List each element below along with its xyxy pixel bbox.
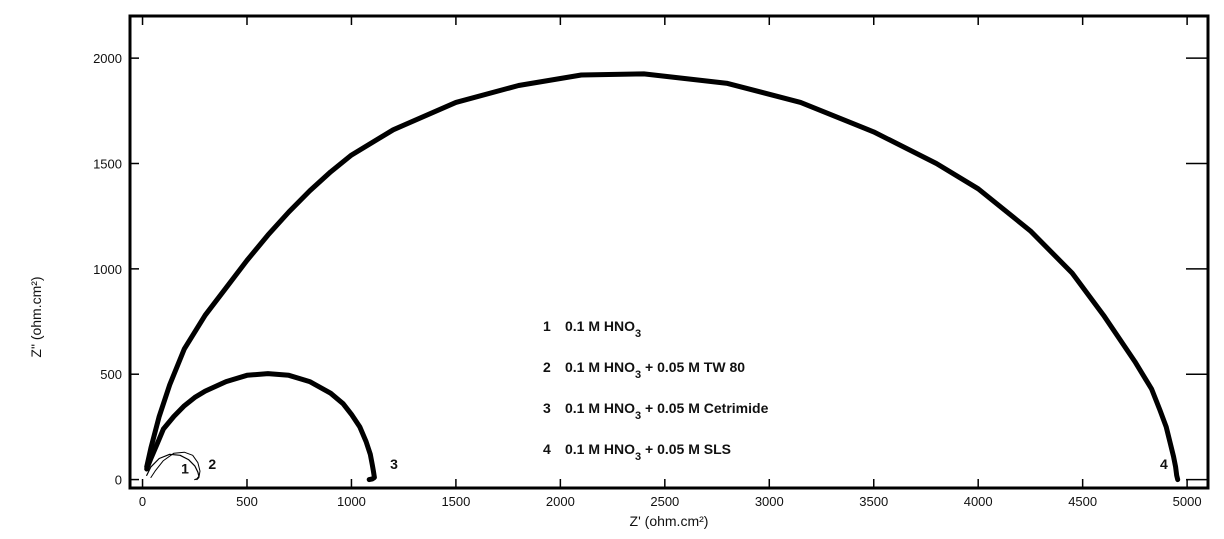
y-tick-label: 500 xyxy=(100,367,122,382)
x-tick-label: 1500 xyxy=(441,494,470,509)
x-tick-label: 4000 xyxy=(964,494,993,509)
x-tick-label: 1000 xyxy=(337,494,366,509)
x-tick-label: 5000 xyxy=(1173,494,1202,509)
legend-entry: 0.1 M HNO3 + 0.05 M SLS xyxy=(565,441,731,463)
series-line-2 xyxy=(150,451,201,481)
y-tick-label: 1000 xyxy=(93,262,122,277)
curve-label: 2 xyxy=(208,456,216,472)
y-tick-label: 0 xyxy=(115,473,122,488)
legend-entry: 0.1 M HNO3 + 0.05 M TW 80 xyxy=(565,359,745,381)
legend-id: 3 xyxy=(543,400,551,416)
y-tick-label: 1500 xyxy=(93,157,122,172)
x-tick-label: 3000 xyxy=(755,494,784,509)
x-tick-label: 2500 xyxy=(650,494,679,509)
x-axis-title: Z' (ohm.cm²) xyxy=(630,513,709,529)
y-tick-label: 2000 xyxy=(93,51,122,66)
legend: 1 0.1 M HNO3 2 0.1 M HNO3 + 0.05 M TW 80 3 0.… xyxy=(543,318,769,463)
x-tick-label: 500 xyxy=(236,494,258,509)
plot-frame xyxy=(128,14,1210,490)
y-axis-title: Z" (ohm.cm²) xyxy=(28,276,44,357)
curve-labels: 1 2 3 4 xyxy=(181,456,1168,476)
legend-entry: 0.1 M HNO3 + 0.05 M Cetrimide xyxy=(565,400,769,422)
legend-id: 2 xyxy=(543,359,551,375)
series-line-4 xyxy=(144,71,1181,483)
x-tick-label: 0 xyxy=(139,494,146,509)
series-line-1 xyxy=(146,453,200,481)
legend-id: 1 xyxy=(543,318,551,334)
legend-entry: 0.1 M HNO3 xyxy=(565,318,641,340)
x-tick-label: 4500 xyxy=(1068,494,1097,509)
x-tick-label: 2000 xyxy=(546,494,575,509)
data-series xyxy=(144,71,1181,483)
curve-label: 3 xyxy=(390,456,398,472)
legend-id: 4 xyxy=(543,441,551,457)
axis-ticks: 0 500 1000 1500 2000 2500 3000 3500 4000 4500 5000… xyxy=(93,16,1208,509)
curve-label: 4 xyxy=(1160,456,1168,472)
x-tick-label: 3500 xyxy=(859,494,888,509)
curve-label: 1 xyxy=(181,460,189,476)
series-line-3 xyxy=(144,371,377,483)
